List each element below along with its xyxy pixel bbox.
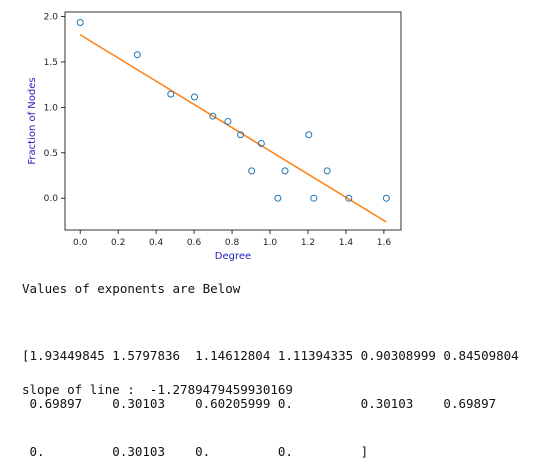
data-point <box>382 194 390 202</box>
data-point <box>209 112 217 120</box>
array-line: [1.93449845 1.5797836 1.14612804 1.11394… <box>22 348 519 363</box>
fit-line <box>79 34 387 223</box>
data-point <box>237 131 245 139</box>
data-point <box>305 131 313 139</box>
plot-area <box>64 11 402 231</box>
x-tick-label: 0.2 <box>111 238 125 248</box>
data-point <box>167 90 175 98</box>
y-axis-label: Fraction of Nodes <box>27 77 38 164</box>
slope-output: slope of line : -1.2789479459930169 <box>22 382 293 397</box>
data-point <box>133 51 141 59</box>
x-tick-label: 0.8 <box>225 238 240 248</box>
data-point <box>224 117 232 125</box>
array-line: 0.69897 0.30103 0.60205999 0. 0.30103 0.… <box>22 396 497 411</box>
array-line: 0. 0.30103 0. 0. ] <box>22 444 369 459</box>
x-axis-label: Degree <box>215 251 251 262</box>
data-points <box>76 18 390 202</box>
data-point <box>190 93 198 101</box>
data-point <box>281 167 289 175</box>
data-point <box>323 167 331 175</box>
data-point <box>310 194 318 202</box>
y-tick-label: 0.5 <box>44 149 58 159</box>
y-tick-label: 0.0 <box>44 194 59 204</box>
x-tick-label: 0.6 <box>187 238 202 248</box>
x-tick-label: 0.4 <box>149 238 164 248</box>
y-tick-label: 1.0 <box>44 103 59 113</box>
data-point <box>257 140 265 148</box>
data-point <box>345 194 353 202</box>
data-point <box>76 18 84 26</box>
scatter-chart: 0.0 0.2 0.4 0.6 0.8 1.0 1.2 1.4 1.6 0.0 0.5 1.0 1.5 2… <box>27 11 402 262</box>
y-tick-label: 1.5 <box>44 58 58 68</box>
output-heading: Values of exponents are Below <box>22 281 241 296</box>
x-tick-label: 1.6 <box>377 238 392 248</box>
x-tick-label: 1.2 <box>301 238 315 248</box>
data-point <box>274 194 282 202</box>
data-point <box>248 167 256 175</box>
x-tick-label: 0.0 <box>73 238 88 248</box>
x-tick-label: 1.4 <box>339 238 354 248</box>
x-tick-label: 1.0 <box>263 238 278 248</box>
y-tick-label: 2.0 <box>44 13 59 23</box>
axis-ticks: 0.0 0.2 0.4 0.6 0.8 1.0 1.2 1.4 1.6 0.0 0.5 1.0 1.5 2… <box>44 13 392 248</box>
